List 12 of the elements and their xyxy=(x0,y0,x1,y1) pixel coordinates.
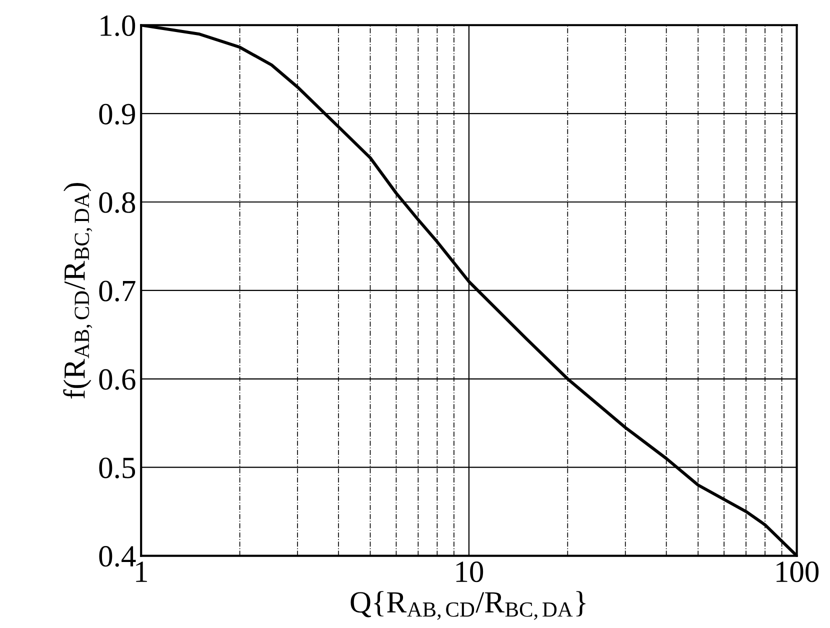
x-axis-title: Q{R$_{AB,CD}$/R$_{BC,DA}$} xyxy=(350,591,586,620)
y-tick-label: 0.6 xyxy=(99,369,136,390)
x-tick-label: 100 xyxy=(776,562,819,582)
y-tick-label: 0.4 xyxy=(99,546,136,567)
x-tick-label: 1 xyxy=(136,562,147,582)
y-tick-label: 1.0 xyxy=(100,15,136,36)
y-tick-label: 0.7 xyxy=(99,280,136,302)
x-tick-label: 10 xyxy=(456,562,484,582)
y-tick-label: 0.9 xyxy=(99,104,135,125)
y-tick-label: 0.5 xyxy=(99,458,136,478)
y-tick-label: 0.8 xyxy=(99,192,136,214)
y-axis-title: f(R$_{AB,CD}$/R$_{BC,DA}$) xyxy=(63,183,92,399)
